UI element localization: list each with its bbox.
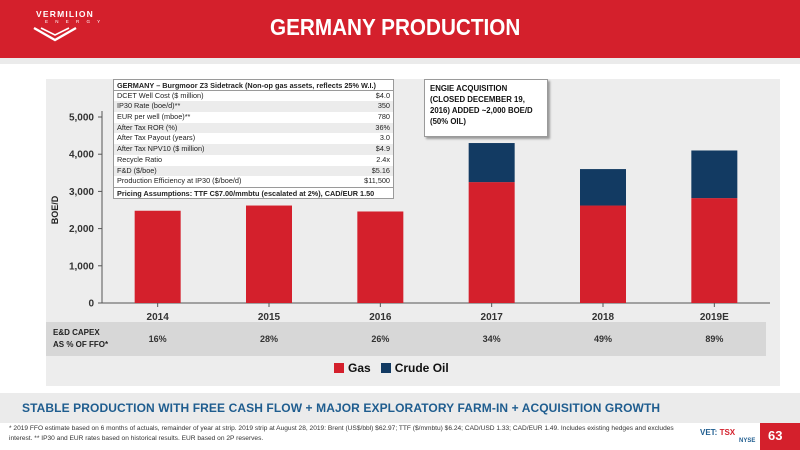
capex-row: E&D CAPEX AS % OF FFO* 16% 28% 26% 34% 49% 89… <box>46 322 766 356</box>
well-economics-row: After Tax ROR (%) 36% <box>114 122 393 134</box>
capex-value: 28% <box>259 334 278 344</box>
well-economics-value: $4.9 <box>375 144 390 154</box>
bar-gas-2014 <box>134 210 181 303</box>
capex-value: 49% <box>593 334 612 344</box>
well-economics-label: After Tax Payout (years) <box>117 133 196 143</box>
well-economics-label: After Tax NPV10 ($ million) <box>117 144 205 154</box>
well-economics-row: EUR per well (mboe)** 780 <box>114 112 393 123</box>
well-economics-row: After Tax Payout (years) 3.0 <box>114 133 393 144</box>
capex-value: 16% <box>148 334 167 344</box>
legend-label: Crude Oil <box>394 361 449 375</box>
well-economics-value: $4.0 <box>375 90 390 100</box>
legend-swatch <box>380 363 391 373</box>
well-economics-value: 2.4x <box>376 154 390 164</box>
brand-logo: VERMILION E N E R G Y <box>0 0 108 58</box>
engie-acquisition-callout: ENGIE ACQUISITION (CLOSED DECEMBER 19, 2… <box>424 79 548 137</box>
well-economics-label: EUR per well (mboe)** <box>117 112 191 122</box>
footnote: * 2019 FFO estimate based on 6 months of… <box>9 425 674 442</box>
brand-subtitle: E N E R G Y <box>45 19 104 24</box>
x-tick-label: 2019E <box>700 312 729 323</box>
x-tick-label: 2014 <box>147 312 170 323</box>
bar-gas-2017 <box>468 182 515 303</box>
page-number: 63 <box>768 428 783 443</box>
y-tick-label: 4,000 <box>69 150 94 161</box>
well-economics-row: Recycle Ratio 2.4x <box>114 155 393 166</box>
stock-ticker: VET: TSX <box>700 428 735 437</box>
well-economics-value: 3.0 <box>379 133 390 143</box>
bar-crude-oil-2017 <box>468 143 515 183</box>
legend-item: Crude Oil <box>380 361 449 375</box>
well-economics-label: After Tax ROR (%) <box>117 122 178 132</box>
well-economics-row: After Tax NPV10 ($ million) $4.9 <box>114 144 393 155</box>
page-title: GERMANY PRODUCTION <box>270 14 521 40</box>
y-tick-label: 1,000 <box>69 261 94 272</box>
well-economics-table: GERMANY – Burgmoor Z3 Sidetrack (Non-op … <box>113 79 394 199</box>
capex-value: 89% <box>705 334 724 344</box>
well-economics-label: DCET Well Cost ($ million) <box>117 90 204 100</box>
well-economics-label: IP30 Rate (boe/d)** <box>117 101 181 111</box>
bar-gas-2016 <box>357 211 404 303</box>
well-economics-row: F&D ($/boe) $5.16 <box>114 165 393 177</box>
header-bar <box>0 0 800 58</box>
well-economics-value: 780 <box>377 112 390 122</box>
x-tick-label: 2017 <box>481 312 504 323</box>
chart-legend: Gas Crude Oil <box>334 359 459 377</box>
x-tick-label: 2018 <box>592 312 615 323</box>
x-tick-label: 2016 <box>369 312 392 323</box>
production-chart: 0 1,000 2,000 3,000 4,000 5,000 BOE/D 2014 2015 2… <box>50 111 770 323</box>
well-economics-label: Recycle Ratio <box>117 154 163 164</box>
y-tick-label: 2,000 <box>69 224 94 235</box>
well-economics-row: Production Efficiency at IP30 ($/boe/d) $… <box>114 176 393 187</box>
well-economics-label: Production Efficiency at IP30 ($/boe/d) <box>117 176 242 186</box>
pricing-assumptions: Pricing Assumptions: TTF C$7.00/mmbtu (e… <box>114 186 393 198</box>
ticker-nyse: NYSE <box>739 438 756 444</box>
bar-crude-oil-2018 <box>580 169 626 206</box>
legend-item: Gas <box>334 361 371 375</box>
y-axis-title: BOE/D <box>50 195 60 224</box>
ticker-tsx: TSX <box>717 428 736 437</box>
well-economics-value: 36% <box>375 122 390 132</box>
y-tick-label: 3,000 <box>69 187 94 198</box>
x-tick-label: 2015 <box>258 312 281 323</box>
y-tick-label: 0 <box>88 299 94 310</box>
legend-label: Gas <box>348 361 371 375</box>
summary-banner-text: STABLE PRODUCTION WITH FREE CASH FLOW + … <box>22 401 661 415</box>
bar-gas-2019e <box>691 198 738 303</box>
well-economics-value: $5.16 <box>371 165 390 175</box>
well-economics-rows: DCET Well Cost ($ million) $4.0 IP30 Rate … <box>114 91 393 187</box>
well-economics-value: 350 <box>377 101 390 111</box>
capex-value: 26% <box>371 334 390 344</box>
capex-value: 34% <box>482 334 501 344</box>
page-number-badge: 63 <box>760 423 800 450</box>
bar-gas-2015 <box>246 205 292 303</box>
bar-gas-2018 <box>580 205 626 303</box>
ticker-vet: VET: <box>700 428 718 437</box>
logo-chevron-icon <box>33 26 77 42</box>
well-economics-title: GERMANY – Burgmoor Z3 Sidetrack (Non-op … <box>114 80 393 91</box>
well-economics-row: DCET Well Cost ($ million) $4.0 <box>114 91 393 102</box>
brand-name: VERMILION <box>36 9 95 19</box>
bar-crude-oil-2019e <box>691 150 738 199</box>
legend-swatch <box>334 363 344 373</box>
summary-banner: STABLE PRODUCTION WITH FREE CASH FLOW + … <box>0 393 800 423</box>
capex-label: E&D CAPEX AS % OF FFO* <box>53 328 109 349</box>
header-stripe <box>0 58 800 64</box>
well-economics-label: F&D ($/boe) <box>117 165 157 175</box>
well-economics-row: IP30 Rate (boe/d)** 350 <box>114 101 393 113</box>
well-economics-value: $11,500 <box>364 176 390 186</box>
y-tick-label: 5,000 <box>69 113 94 124</box>
